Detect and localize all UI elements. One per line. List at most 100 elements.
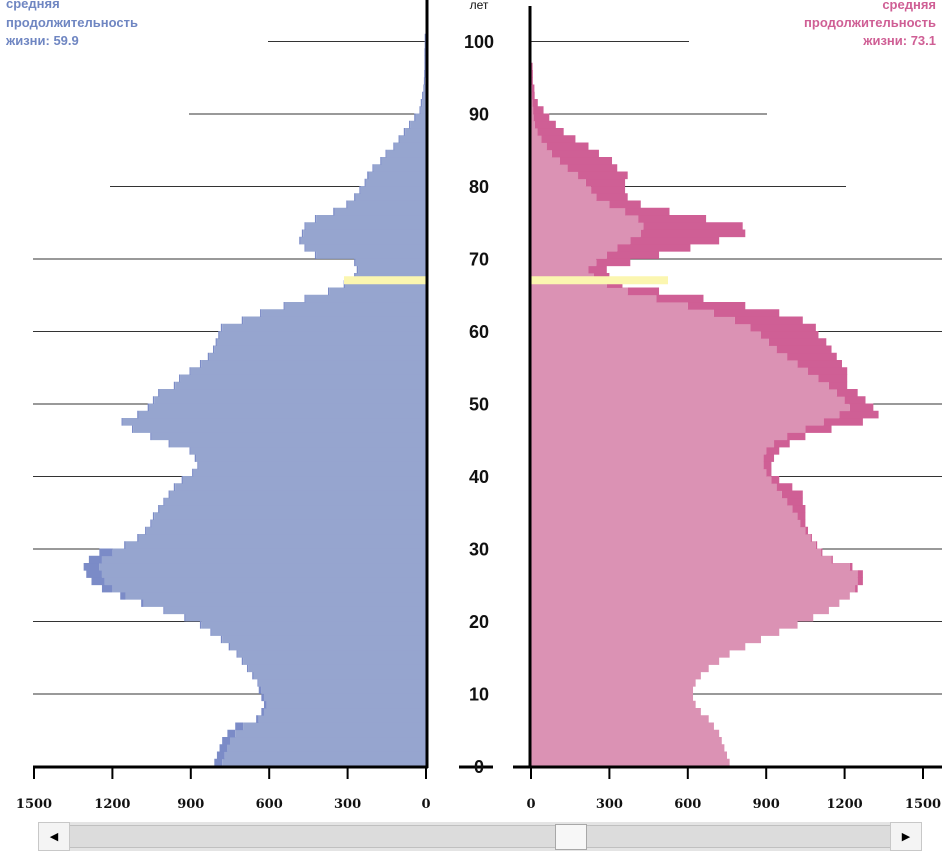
female-extra-bar-72 <box>630 236 720 245</box>
male-bar-30 <box>125 541 426 549</box>
male-extra-bar-70 <box>314 251 317 259</box>
male-tick-label-1200: 1200 <box>94 797 130 812</box>
female-extra-bar-37 <box>781 490 803 499</box>
male-extra-bar-90 <box>419 106 421 114</box>
female-bar-6 <box>531 715 709 723</box>
male-extra-bar-78 <box>354 193 356 201</box>
male-bar-42 <box>196 454 426 462</box>
male-extra-bar-43 <box>189 447 191 455</box>
male-bar-76 <box>334 207 426 216</box>
age-label-0: 0 <box>474 757 484 777</box>
male-bar-84 <box>386 149 426 158</box>
female-bar-91 <box>531 99 533 107</box>
female-bar-62 <box>531 309 714 317</box>
female-bar-21 <box>531 606 829 615</box>
male-extra-bar-1 <box>216 751 225 760</box>
female-extra-bar-51 <box>836 389 858 397</box>
female-extra-bar-70 <box>606 251 660 259</box>
scroll-right-arrow-icon[interactable]: ▶ <box>890 822 922 851</box>
male-bar-1 <box>224 751 426 760</box>
female-bar-30 <box>531 541 816 549</box>
male-bar-16 <box>230 642 426 651</box>
male-extra-bar-54 <box>189 367 191 375</box>
female-extra-bar-49 <box>849 403 874 412</box>
male-extra-bar-60 <box>220 323 223 332</box>
female-extra-bar-50 <box>844 396 866 404</box>
female-extra-bar-74 <box>643 222 743 230</box>
female-bar-89 <box>531 113 534 122</box>
male-bar-81 <box>368 171 426 180</box>
male-extra-bar-81 <box>367 171 369 180</box>
female-bar-92 <box>531 91 533 100</box>
male-bar-7 <box>263 708 426 716</box>
female-bar-83 <box>531 157 560 165</box>
female-extra-bar-92 <box>532 91 535 100</box>
male-bar-15 <box>237 650 426 658</box>
female-extra-bar-88 <box>534 120 556 129</box>
female-bar-38 <box>531 483 777 491</box>
male-bar-36 <box>164 497 426 506</box>
female-bar-90 <box>531 106 534 114</box>
female-tick-label-0: 0 <box>526 797 535 812</box>
female-bar-19 <box>531 621 798 629</box>
male-extra-bar-89 <box>414 113 416 122</box>
male-bar-88 <box>410 120 426 129</box>
female-bar-33 <box>531 519 801 528</box>
male-extra-bar-11 <box>257 679 259 687</box>
female-bar-85 <box>531 142 547 151</box>
female-bar-78 <box>531 193 597 201</box>
female-bar-81 <box>531 171 579 180</box>
female-extra-bar-60 <box>750 323 816 332</box>
female-extra-bar-96 <box>531 62 533 71</box>
male-tick-label-1500: 1500 <box>16 797 52 812</box>
male-bar-86 <box>399 135 426 143</box>
scrollbar-track[interactable] <box>70 825 890 848</box>
male-tick-label-0: 0 <box>421 797 430 812</box>
female-extra-bar-25 <box>857 577 863 586</box>
female-bar-64 <box>531 294 657 303</box>
female-extra-bar-71 <box>617 244 691 252</box>
male-bar-90 <box>420 106 426 114</box>
male-bar-87 <box>405 128 426 136</box>
male-extra-bar-76 <box>333 207 335 216</box>
male-bar-5 <box>243 722 426 731</box>
female-bar-79 <box>531 186 592 194</box>
male-bar-4 <box>235 729 426 738</box>
male-extra-bar-44 <box>168 439 170 448</box>
scrollbar-thumb[interactable] <box>555 824 588 850</box>
female-bar-53 <box>531 374 819 383</box>
horizontal-scrollbar[interactable]: ◀ ▶ <box>38 822 922 851</box>
scroll-left-arrow-icon[interactable]: ◀ <box>38 822 70 851</box>
male-tick-label-300: 300 <box>334 797 361 812</box>
male-extra-bar-64 <box>304 294 306 303</box>
male-extra-bar-75 <box>314 215 317 223</box>
female-bar-76 <box>531 207 626 216</box>
male-note-line-1: средняя <box>6 0 60 11</box>
female-bar-49 <box>531 403 850 412</box>
age-label-10: 10 <box>469 685 489 705</box>
male-extra-bar-41 <box>197 461 199 470</box>
male-bar-51 <box>159 389 426 397</box>
female-highlight-band <box>531 276 668 285</box>
female-extra-bar-61 <box>734 316 803 325</box>
male-extra-bar-30 <box>124 541 126 549</box>
female-bar-13 <box>531 664 709 673</box>
male-bar-3 <box>230 737 426 745</box>
male-bar-28 <box>101 555 427 564</box>
female-extra-bar-42 <box>763 454 775 462</box>
male-bar-73 <box>303 229 426 238</box>
male-bar-2 <box>227 744 426 752</box>
male-extra-bar-82 <box>372 164 374 172</box>
female-bar-42 <box>531 454 764 462</box>
female-extra-bar-55 <box>797 360 842 368</box>
female-bar-3 <box>531 737 722 745</box>
male-bar-83 <box>381 157 426 165</box>
male-bar-12 <box>253 671 426 680</box>
male-bar-65 <box>329 287 426 296</box>
female-bar-24 <box>531 584 856 593</box>
male-bar-91 <box>422 99 426 107</box>
female-note-line-1: средняя <box>882 0 936 12</box>
male-extra-bar-68 <box>356 265 359 274</box>
female-extra-bar-80 <box>585 178 626 187</box>
female-bar-14 <box>531 657 720 665</box>
